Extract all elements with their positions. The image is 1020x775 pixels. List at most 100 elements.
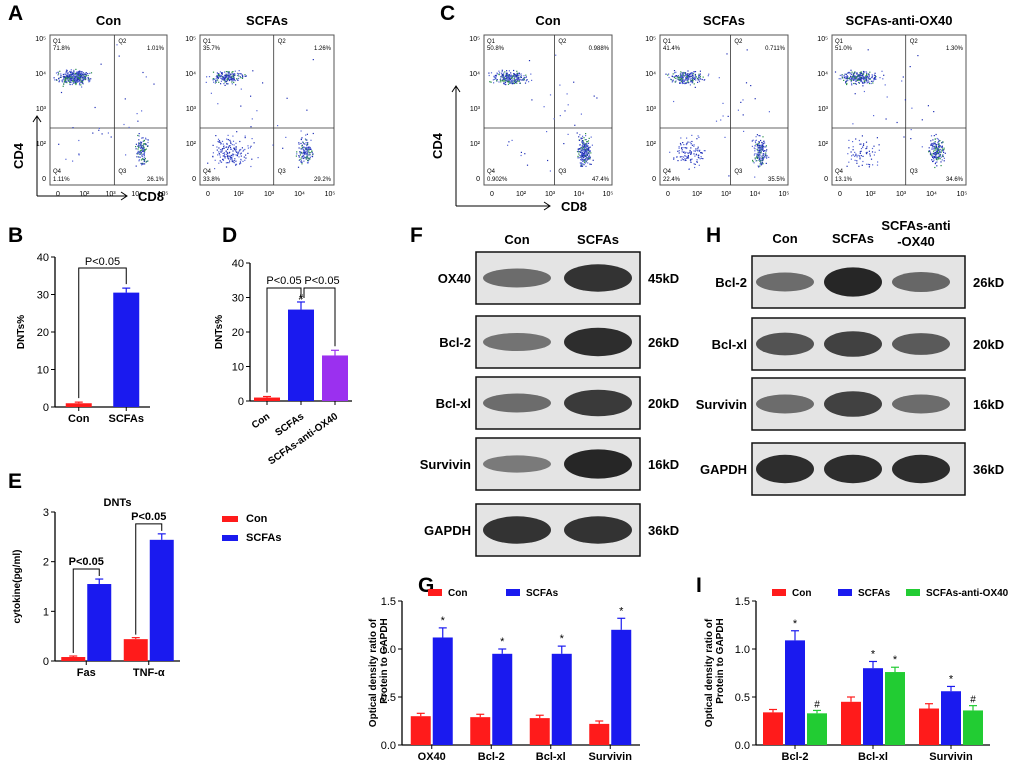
event-dot <box>858 78 860 80</box>
event-dot <box>935 146 937 149</box>
event-dot <box>513 81 515 83</box>
y-axis-label-line: Protein to GAPDH <box>715 618 726 704</box>
event-dot <box>869 77 871 80</box>
event-dot <box>871 75 874 77</box>
event-dot <box>141 137 143 139</box>
event-dot <box>145 161 147 163</box>
event-dot <box>863 143 865 145</box>
event-dot <box>302 146 304 149</box>
y-axis-label: Optical density ratio ofProtein to GAPDH <box>704 618 726 727</box>
y-tick-label: 0 <box>192 176 196 183</box>
quadrant-id: Q4 <box>663 169 672 175</box>
event-dot <box>584 143 586 145</box>
event-dot <box>882 78 884 80</box>
event-dot <box>235 160 237 162</box>
event-dot <box>684 75 686 77</box>
event-dot <box>227 147 229 149</box>
event-dot <box>500 81 502 83</box>
event-dot <box>764 154 767 156</box>
event-dot <box>762 154 764 156</box>
event-dot <box>300 130 302 132</box>
event-dot <box>89 80 91 82</box>
event-dot <box>693 163 695 165</box>
event-dot <box>559 84 561 86</box>
p-value-label: P<0.05 <box>266 275 301 287</box>
event-dot <box>675 75 677 77</box>
event-dot <box>135 148 137 150</box>
x-tick-label: 10⁵ <box>325 191 336 198</box>
event-dot <box>671 75 673 77</box>
event-dot <box>244 75 246 77</box>
event-dot <box>229 155 232 157</box>
event-dot <box>860 150 862 152</box>
event-dot <box>903 136 905 138</box>
event-dot <box>701 152 703 154</box>
protein-band <box>892 333 950 355</box>
event-dot <box>227 134 229 136</box>
event-dot <box>307 146 309 149</box>
event-dot <box>580 165 582 167</box>
event-dot <box>936 137 938 140</box>
event-dot <box>841 76 843 78</box>
event-dot <box>861 77 863 79</box>
event-dot <box>306 150 308 152</box>
event-dot <box>936 152 938 154</box>
quadrant-q1-value: 41.4% <box>663 46 681 52</box>
event-dot <box>876 164 879 166</box>
event-dot <box>590 136 592 138</box>
event-dot <box>308 154 310 156</box>
event-dot <box>72 74 74 76</box>
event-dot <box>224 156 226 158</box>
event-dot <box>761 149 763 151</box>
event-dot <box>76 77 78 79</box>
event-dot <box>859 74 861 76</box>
event-dot <box>691 82 693 84</box>
quadrant-q3-value: 26.1% <box>147 177 165 183</box>
x-tick-label: 0 <box>206 191 210 198</box>
event-dot <box>75 83 77 86</box>
event-dot <box>937 148 939 151</box>
event-dot <box>579 157 581 159</box>
event-dot <box>681 156 683 158</box>
event-dot <box>859 75 861 77</box>
event-dot <box>745 82 748 84</box>
event-dot <box>508 74 510 76</box>
event-dot <box>677 76 679 78</box>
event-dot <box>672 79 674 81</box>
event-dot <box>687 77 690 79</box>
event-dot <box>695 77 697 79</box>
event-dot <box>843 79 845 81</box>
event-dot <box>79 73 81 75</box>
event-dot <box>518 78 520 80</box>
event-dot <box>851 83 853 85</box>
event-dot <box>76 76 78 78</box>
event-dot <box>251 118 253 120</box>
event-dot <box>144 151 146 153</box>
event-dot <box>223 79 225 81</box>
event-dot <box>244 137 246 139</box>
event-dot <box>66 82 68 84</box>
event-dot <box>865 71 867 73</box>
event-dot <box>523 79 525 81</box>
event-dot <box>756 156 758 158</box>
event-dot <box>877 161 879 163</box>
event-dot <box>760 152 762 154</box>
event-dot <box>301 145 303 147</box>
event-dot <box>214 159 216 161</box>
event-dot <box>230 141 232 143</box>
protein-band <box>892 272 950 292</box>
event-dot <box>692 73 695 75</box>
legend-swatch <box>838 589 852 596</box>
event-dot <box>566 93 568 95</box>
x-tick-label: 10⁴ <box>750 191 761 198</box>
event-dot <box>505 73 507 75</box>
event-dot <box>519 82 521 84</box>
event-dot <box>236 74 239 77</box>
event-dot <box>221 72 223 74</box>
event-dot <box>215 80 217 82</box>
arrow-head <box>32 115 42 123</box>
event-dot <box>933 153 935 155</box>
event-dot <box>668 76 670 79</box>
event-dot <box>227 83 229 85</box>
